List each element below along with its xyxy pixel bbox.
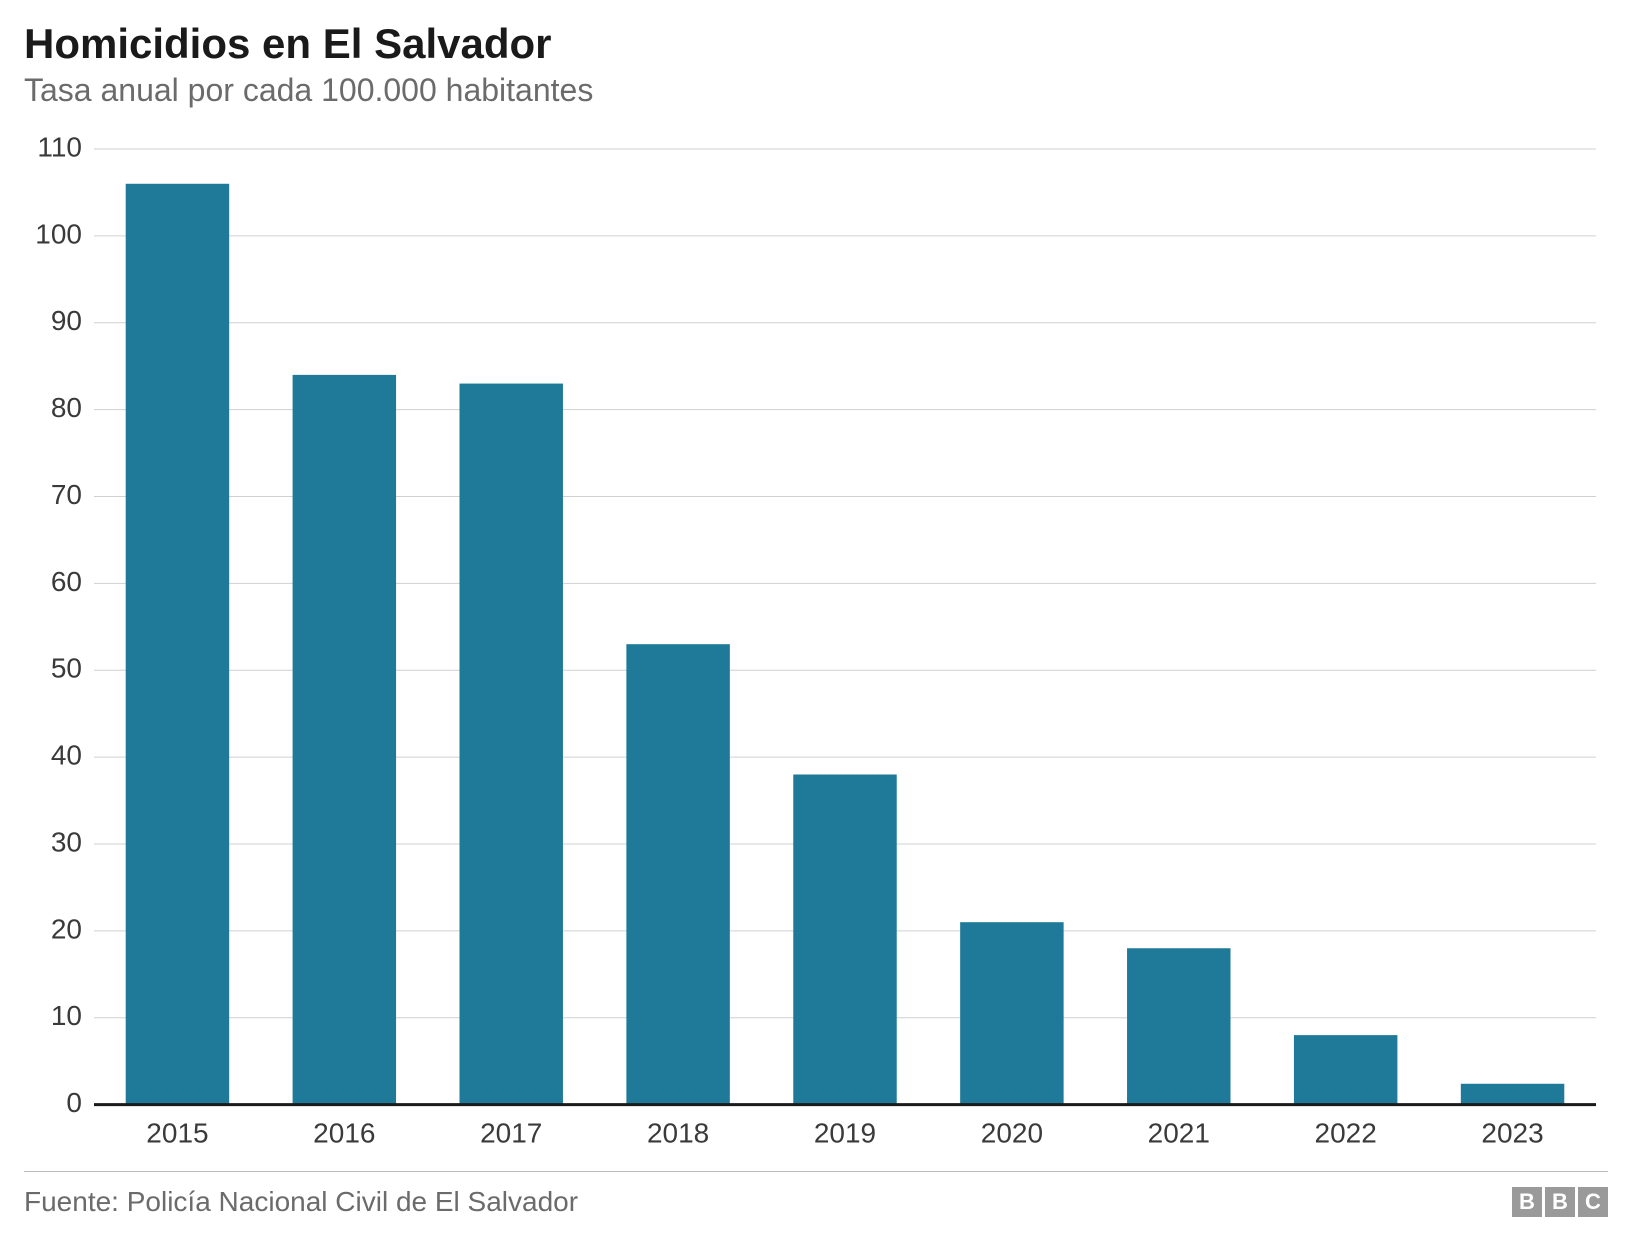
y-tick-label: 60 bbox=[51, 566, 82, 597]
x-tick-label: 2017 bbox=[480, 1118, 542, 1149]
x-tick-label: 2020 bbox=[981, 1118, 1043, 1149]
y-tick-label: 40 bbox=[51, 740, 82, 771]
bar bbox=[1127, 949, 1230, 1105]
y-tick-label: 50 bbox=[51, 653, 82, 684]
bar-chart: 0 10 20 30 40 50 60 70 80 90 100 110 2015 2016 2017 201… bbox=[24, 137, 1608, 1159]
y-tick-label: 110 bbox=[37, 137, 82, 162]
bbc-logo-letter: B bbox=[1545, 1187, 1575, 1217]
bbc-logo: B B C bbox=[1512, 1187, 1608, 1217]
x-tick-label: 2015 bbox=[146, 1118, 208, 1149]
x-tick-label: 2022 bbox=[1315, 1118, 1377, 1149]
x-tick-label: 2018 bbox=[647, 1118, 709, 1149]
chart-container: 0 10 20 30 40 50 60 70 80 90 100 110 2015 2016 2017 201… bbox=[24, 137, 1608, 1159]
bbc-logo-letter: B bbox=[1512, 1187, 1542, 1217]
x-tick-label: 2021 bbox=[1148, 1118, 1210, 1149]
chart-footer: Fuente: Policía Nacional Civil de El Sal… bbox=[24, 1171, 1608, 1218]
bar bbox=[960, 922, 1063, 1104]
x-tick-label: 2019 bbox=[814, 1118, 876, 1149]
y-tick-label: 0 bbox=[66, 1087, 82, 1118]
chart-subtitle: Tasa anual por cada 100.000 habitantes bbox=[24, 72, 1608, 109]
source-text: Fuente: Policía Nacional Civil de El Sal… bbox=[24, 1186, 578, 1218]
y-tick-label: 70 bbox=[51, 479, 82, 510]
bbc-logo-letter: C bbox=[1578, 1187, 1608, 1217]
bar bbox=[1294, 1035, 1397, 1104]
y-tick-label: 100 bbox=[35, 219, 82, 250]
x-tick-label: 2023 bbox=[1481, 1118, 1543, 1149]
y-tick-label: 20 bbox=[51, 914, 82, 945]
chart-title: Homicidios en El Salvador bbox=[24, 20, 1608, 68]
y-tick-label: 90 bbox=[51, 305, 82, 336]
bar bbox=[626, 644, 729, 1104]
y-tick-label: 80 bbox=[51, 392, 82, 423]
y-tick-label: 30 bbox=[51, 827, 82, 858]
bar bbox=[293, 375, 396, 1105]
bar bbox=[459, 384, 562, 1105]
bar bbox=[793, 775, 896, 1105]
x-tick-label: 2016 bbox=[313, 1118, 375, 1149]
bar bbox=[1461, 1084, 1564, 1105]
y-tick-label: 10 bbox=[51, 1000, 82, 1031]
bar bbox=[126, 184, 229, 1105]
